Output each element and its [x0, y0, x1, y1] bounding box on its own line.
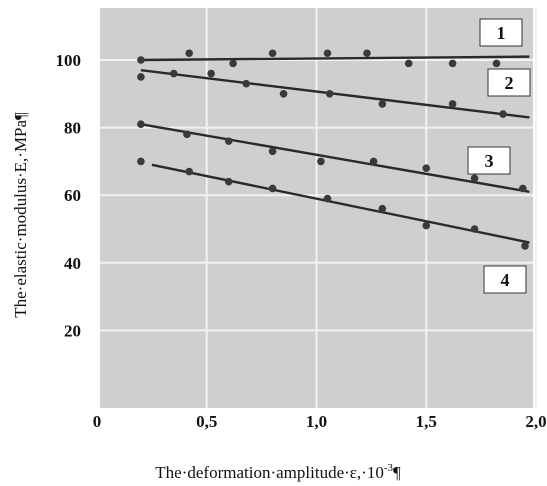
x-tick-label-2,0: 2,0: [525, 412, 546, 431]
data-point-s2-8: [448, 100, 457, 108]
y-tick-label-100: 100: [56, 51, 82, 70]
fit-line-1: [140, 55, 530, 62]
grid: [100, 8, 537, 408]
y-tick-label-60: 60: [64, 186, 81, 205]
data-point-s3-1: [137, 120, 145, 129]
data-point-s2-2: [170, 69, 178, 78]
y-tick-label-80: 80: [64, 119, 81, 138]
data-point-s4-6: [378, 204, 387, 213]
data-point-s3-4: [268, 147, 277, 156]
data-point-s1-1: [137, 56, 145, 64]
fit-lines: [140, 55, 530, 244]
data-point-s3-7: [422, 164, 431, 172]
data-point-s1-3: [229, 59, 237, 68]
data-point-s1-5: [323, 49, 332, 58]
y-tick-labels: 20 40 60 80 100: [56, 51, 82, 340]
data-point-s4-7: [422, 221, 431, 230]
data-point-s2-3: [207, 69, 215, 78]
x-axis-title-end: ¶: [393, 463, 401, 482]
data-point-s3-8: [470, 174, 479, 183]
fit-line-3: [140, 123, 530, 194]
data-point-s4-2: [185, 167, 193, 176]
x-tick-label-0: 0: [93, 412, 102, 431]
label-box-1: [479, 18, 523, 47]
curve-label-3: 3: [485, 151, 494, 171]
data-point-s2-9: [499, 110, 507, 118]
x-tick-label-1,0: 1,0: [306, 412, 327, 431]
data-point-s3-2: [183, 130, 191, 139]
x-tick-labels: 0 0,5 1,0 1,5 2,0: [93, 412, 547, 431]
x-axis-title: The·deformation·amplitude·ε,·10-3¶: [155, 462, 401, 482]
data-point-s3-3: [224, 137, 233, 145]
label-box-2: [487, 68, 531, 97]
fit-line-4: [151, 163, 530, 244]
fit-line-2: [140, 68, 530, 119]
data-point-s2-5: [279, 90, 288, 98]
curve-label-2: 2: [505, 73, 514, 93]
curve-label-1: 1: [497, 23, 506, 43]
data-point-s4-8: [470, 225, 479, 233]
data-point-s2-1: [137, 73, 145, 81]
data-point-s1-9: [492, 59, 501, 68]
data-point-s1-7: [404, 59, 413, 68]
data-point-s1-6: [363, 49, 371, 58]
data-point-s2-7: [378, 100, 387, 108]
label-box-4: [483, 265, 527, 294]
data-point-s1-2: [185, 49, 193, 58]
data-point-s4-3: [224, 177, 233, 186]
data-point-s4-5: [323, 194, 332, 203]
x-tick-label-1,5: 1,5: [416, 412, 437, 431]
y-tick-label-20: 20: [64, 321, 81, 340]
data-point-s3-5: [317, 157, 325, 166]
data-points: [137, 49, 529, 250]
curve-label-4: 4: [501, 270, 510, 290]
data-point-s4-1: [137, 157, 145, 166]
data-point-s1-8: [448, 59, 457, 68]
y-tick-label-40: 40: [64, 254, 81, 273]
x-tick-label-0,5: 0,5: [196, 412, 217, 431]
x-axis-title-main: The·deformation·amplitude·ε,·10: [155, 463, 384, 482]
data-point-s4-4: [268, 184, 277, 193]
data-point-s2-6: [325, 90, 334, 98]
data-point-s3-6: [369, 157, 378, 166]
data-point-s3-9: [519, 184, 527, 193]
data-point-s1-4: [268, 49, 277, 58]
label-box-3: [467, 146, 511, 175]
data-point-s2-4: [242, 79, 251, 88]
data-point-s4-9: [521, 242, 529, 250]
x-axis-title-exponent: -3: [384, 462, 394, 474]
y-axis-title: The·elastic·modulus·E,·MPa¶: [11, 112, 30, 318]
